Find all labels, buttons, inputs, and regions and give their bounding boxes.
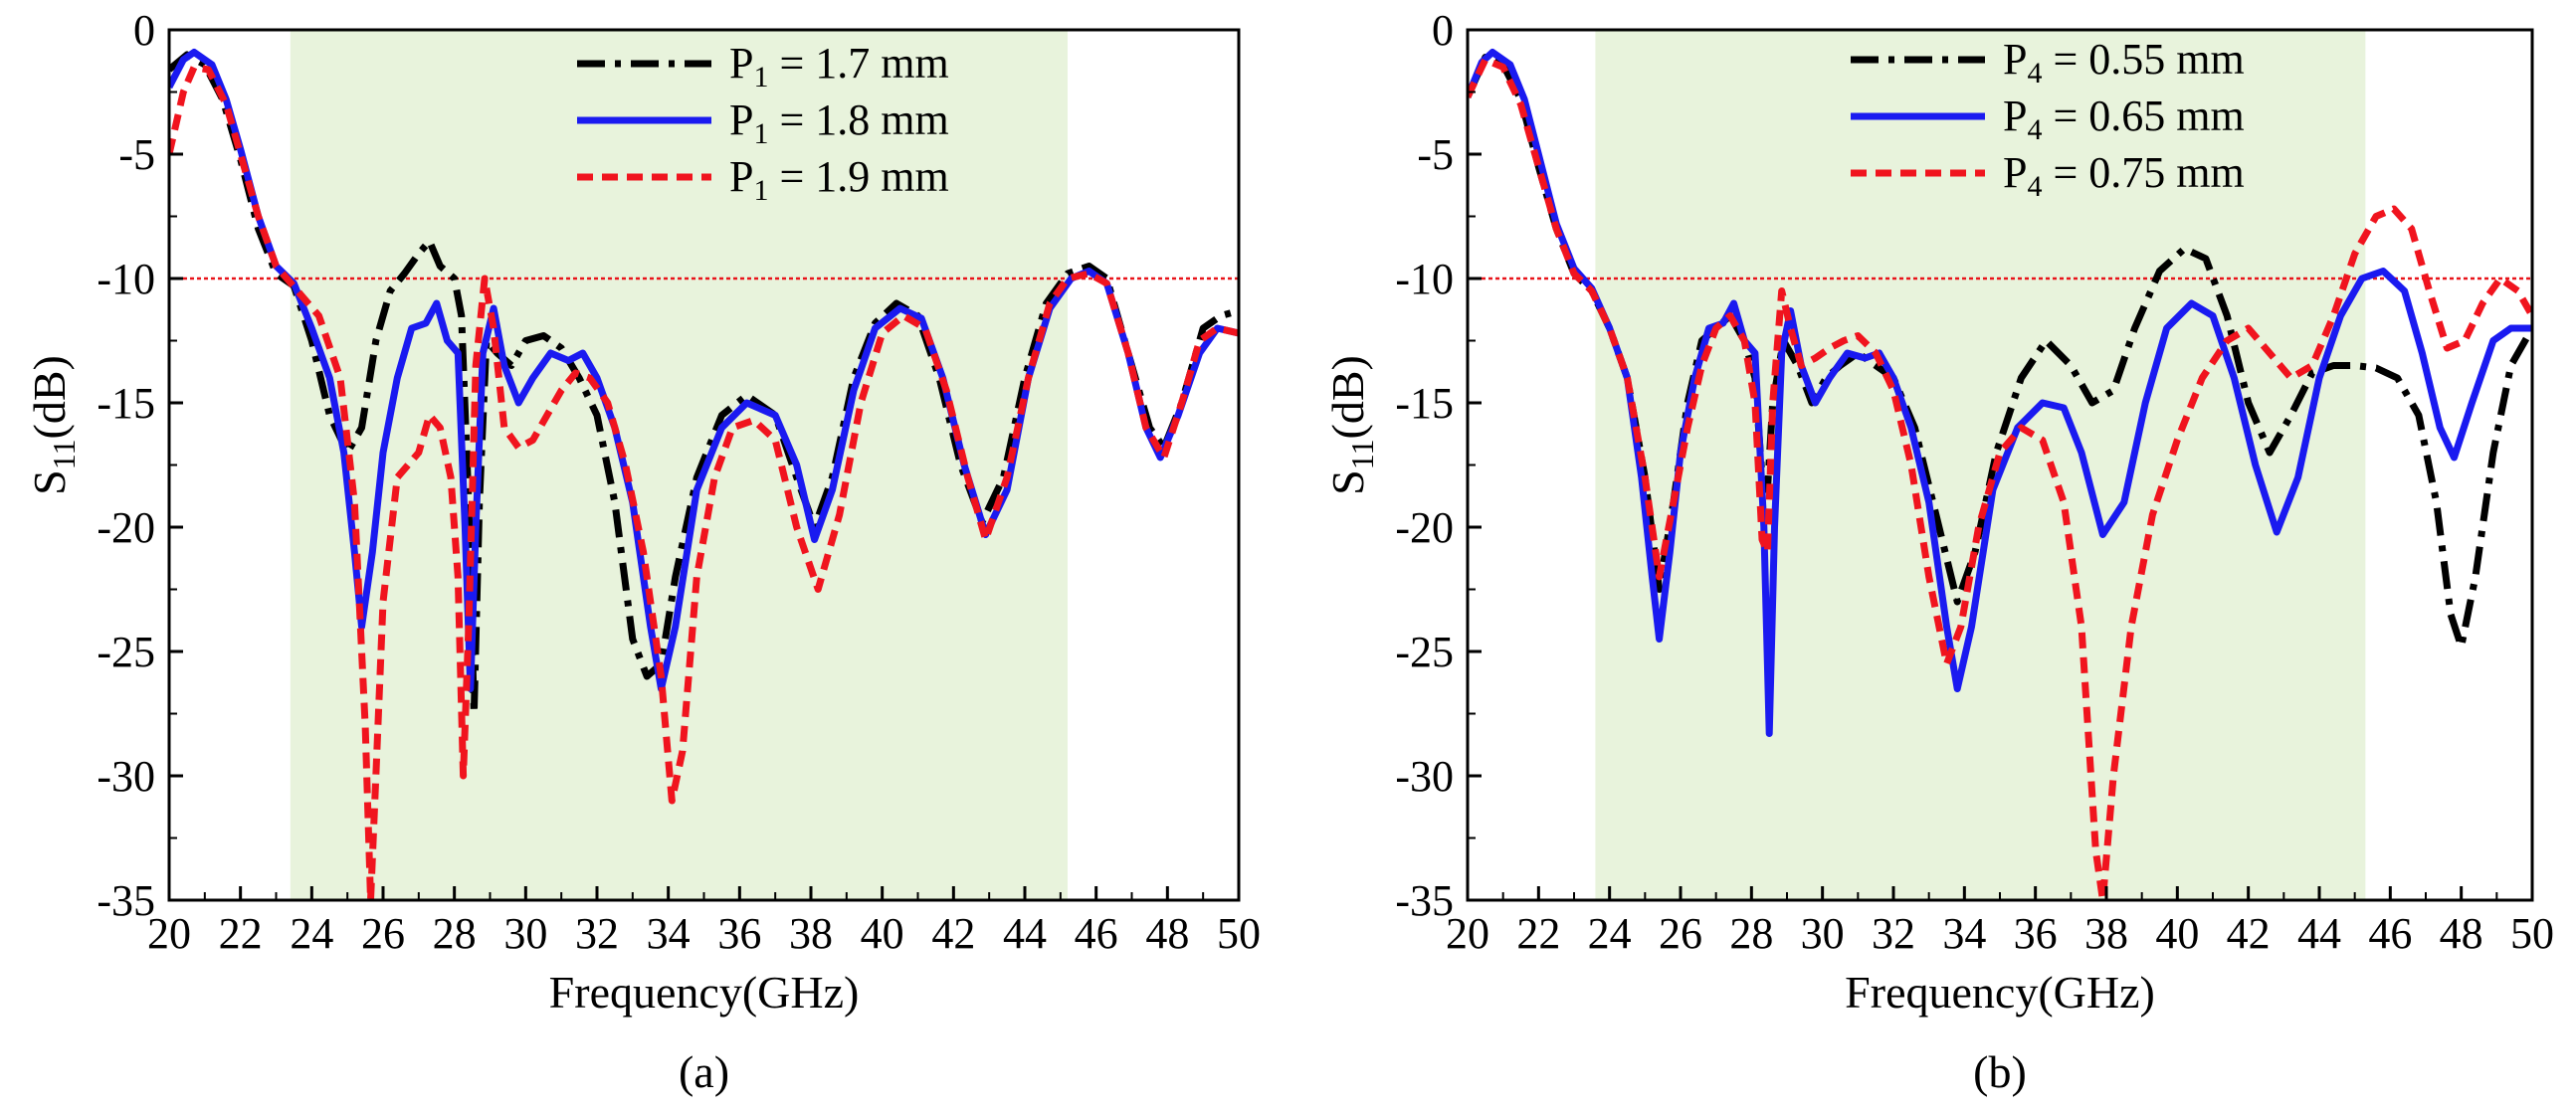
x-tick-label: 22	[219, 909, 263, 958]
chart-b: 20 22 24 26 28 30 32 34 36 38 40 42 44 46 48 500-5-10-1…	[1322, 6, 2554, 1097]
x-axis-title: Frequency(GHz)	[1845, 967, 2155, 1018]
x-tick-label: 36	[717, 909, 761, 958]
legend-label-main: P	[2003, 148, 2027, 197]
x-tick-label: 22	[1516, 909, 1560, 958]
x-tick-label: 30	[503, 909, 547, 958]
y-axis-title-unit: (dB)	[24, 355, 75, 439]
x-axis-title: Frequency(GHz)	[549, 967, 860, 1018]
y-tick-label: 0	[1432, 6, 1454, 55]
x-tick-label: 50	[2510, 909, 2554, 958]
legend-label-sub: 4	[2027, 170, 2042, 203]
series-line-1	[169, 49, 1239, 692]
y-tick-label: -20	[1395, 503, 1454, 552]
y-tick-label: -15	[1395, 379, 1454, 428]
legend-label-main: P	[2003, 35, 2027, 84]
x-tick-label: 24	[1588, 909, 1632, 958]
y-axis-title: S11(dB)	[1322, 355, 1380, 495]
legend-label-main: P	[729, 39, 753, 88]
y-tick-label: 0	[133, 6, 155, 55]
y-tick-label: -5	[1417, 130, 1454, 179]
x-tick-label: 38	[2084, 909, 2128, 958]
legend-label-main: P	[729, 95, 753, 144]
legend-label-rest: = 0.65 mm	[2042, 92, 2244, 140]
y-tick-label: -35	[1395, 876, 1454, 925]
series-group	[169, 49, 1239, 900]
legend-label-1: P1 = 1.8 mm	[729, 95, 949, 150]
x-tick-label: 24	[290, 909, 333, 958]
legend-label-0: P4 = 0.55 mm	[2003, 35, 2245, 90]
legend-label-rest: = 0.75 mm	[2042, 148, 2244, 197]
series-line-2	[1468, 56, 2532, 900]
x-tick-label: 34	[1942, 909, 1986, 958]
panel-caption: (a)	[679, 1046, 729, 1097]
series-group	[1468, 49, 2532, 900]
chart-a: 20 22 24 26 28 30 32 34 36 38 40 42 44 46 48 50 0 -5 -10 -1…	[24, 6, 1261, 1097]
x-tick-label: 28	[433, 909, 477, 958]
legend-label-2: P4 = 0.75 mm	[2003, 148, 2245, 203]
x-tick-label: 34	[647, 909, 691, 958]
x-tick-label: 20	[1446, 909, 1489, 958]
x-tick-label: 20	[147, 909, 191, 958]
legend-label-2: P1 = 1.9 mm	[729, 152, 949, 207]
legend-label-main: P	[729, 152, 753, 201]
y-tick-label: -30	[97, 752, 155, 801]
x-tick-label: 40	[861, 909, 904, 958]
x-tick-label: 36	[2014, 909, 2058, 958]
x-tick-label: 28	[1729, 909, 1773, 958]
x-tick-label: 50	[1217, 909, 1261, 958]
y-axis-title: S11(dB)	[24, 355, 82, 495]
legend-label-rest: = 1.8 mm	[768, 95, 948, 144]
legend-label-rest: = 0.55 mm	[2042, 35, 2244, 84]
x-tick-label: 44	[1003, 909, 1047, 958]
x-tick-label: 38	[789, 909, 833, 958]
x-tick-label: 48	[1145, 909, 1189, 958]
x-tick-label: 42	[931, 909, 975, 958]
x-tick-label: 30	[1801, 909, 1845, 958]
bandwidth-band	[1595, 30, 2366, 900]
panel-caption: (b)	[1973, 1046, 2027, 1097]
x-tick-label: 40	[2155, 909, 2199, 958]
legend-label-rest: = 1.7 mm	[768, 39, 948, 88]
series-line-0	[169, 51, 1239, 717]
y-tick-label: -10	[97, 255, 155, 303]
legend-label-rest: = 1.9 mm	[768, 152, 948, 201]
series-line-2	[169, 64, 1239, 900]
y-tick-label: -10	[1395, 255, 1454, 303]
y-tick-label: -15	[97, 379, 155, 428]
x-tick-label: 32	[575, 909, 619, 958]
y-axis-title-main: S	[24, 469, 75, 495]
y-tick-label: -5	[118, 130, 155, 179]
x-tick-label: 32	[1872, 909, 1915, 958]
legend-label-sub: 4	[2027, 113, 2042, 146]
x-tick-label: 48	[2440, 909, 2483, 958]
y-axis-title-sub: 11	[1344, 439, 1380, 469]
x-tick-label: 26	[1659, 909, 1702, 958]
x-tick-label: 26	[361, 909, 405, 958]
y-axis-title-unit: (dB)	[1322, 355, 1373, 439]
x-tick-label: 46	[2368, 909, 2412, 958]
x-tick-label: 44	[2297, 909, 2341, 958]
legend-label-0: P1 = 1.7 mm	[729, 39, 949, 93]
legend-label-sub: 4	[2027, 57, 2042, 90]
y-tick-label: -30	[1395, 752, 1454, 801]
legend-label-1: P4 = 0.65 mm	[2003, 92, 2245, 146]
y-tick-label: -35	[97, 876, 155, 925]
legend-label-main: P	[2003, 92, 2027, 140]
legend-label-sub: 1	[753, 61, 768, 93]
legend-label-sub: 1	[753, 174, 768, 207]
x-tick-label: 42	[2227, 909, 2271, 958]
legend-label-sub: 1	[753, 117, 768, 150]
x-tick-label: 46	[1075, 909, 1118, 958]
y-axis-title-sub: 11	[46, 439, 82, 469]
y-tick-label: -25	[1395, 628, 1454, 676]
y-tick-label: -20	[97, 503, 155, 552]
y-tick-label: -25	[97, 628, 155, 676]
y-axis-title-main: S	[1322, 469, 1373, 495]
